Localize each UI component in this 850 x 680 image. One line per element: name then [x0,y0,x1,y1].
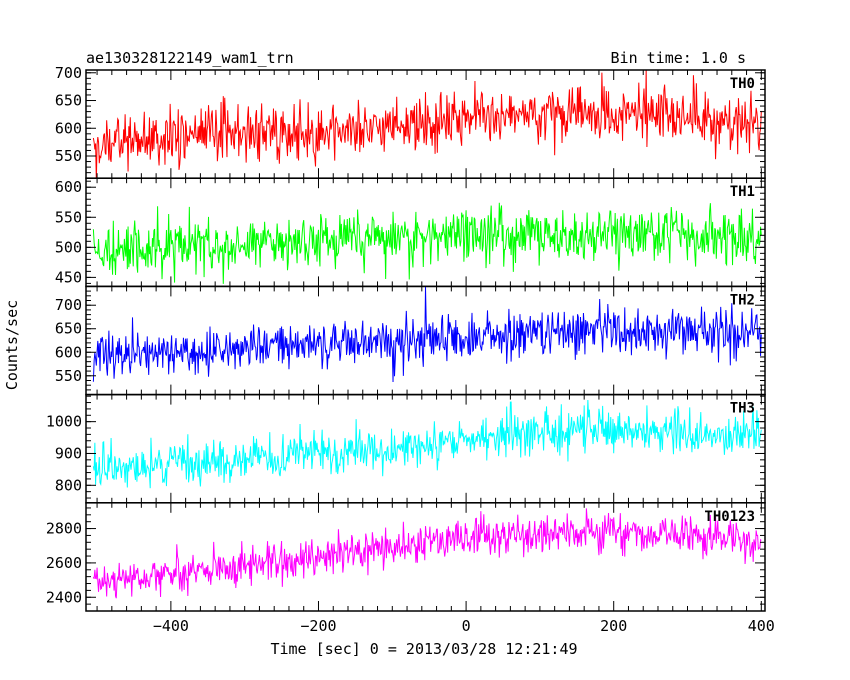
band-label-th3: TH3 [730,401,755,417]
band-label-th1: TH1 [730,184,755,200]
y-tick-label-th1: 450 [55,268,82,286]
panels-group: 550 600 650 700 TH0 450 500 550 600 TH1 550 600 650 7… [46,64,775,635]
y-tick-label-th3: 800 [55,476,82,494]
y-tick-label-th3: 1000 [46,413,82,431]
series-line-th2 [92,286,762,383]
band-label-th0: TH0 [730,76,755,92]
series-line-th0 [92,70,762,179]
bin-time-label: Bin time: 1.0 s [611,49,746,67]
y-tick-label-th2: 600 [55,343,82,361]
x-tick-label: −400 [153,617,189,635]
y-tick-label-th0123: 2600 [46,554,82,572]
y-axis-title: Counts/sec [3,300,21,390]
y-tick-label-th0123: 2800 [46,520,82,538]
y-tick-label-th0: 600 [55,119,82,137]
band-label-th2: TH2 [730,292,755,308]
x-tick-label: 0 [462,617,471,635]
panel-frame-th0123 [85,502,766,612]
y-tick-label-th0123: 2400 [46,588,82,606]
y-tick-label-th3: 900 [55,444,82,462]
y-tick-label-th1: 600 [55,178,82,196]
y-tick-label-th2: 700 [55,296,82,314]
band-label-th0123: TH0123 [704,509,755,525]
y-tick-label-th0: 650 [55,92,82,110]
x-axis-title: Time [sec] 0 = 2013/03/28 12:21:49 [270,640,577,658]
x-tick-label: 400 [748,617,775,635]
y-tick-label-th0: 700 [55,64,82,82]
series-line-th0123 [92,508,762,599]
x-tick-label: 200 [600,617,627,635]
series-line-th3 [92,400,762,489]
y-tick-label-th2: 550 [55,367,82,385]
y-tick-label-th1: 500 [55,238,82,256]
y-tick-label-th1: 550 [55,208,82,226]
series-line-th1 [92,202,762,284]
y-tick-label-th0: 550 [55,147,82,165]
y-tick-label-th2: 650 [55,320,82,338]
x-tick-label: −200 [300,617,336,635]
chart-title: ae130328122149_wam1_trn [86,49,294,67]
